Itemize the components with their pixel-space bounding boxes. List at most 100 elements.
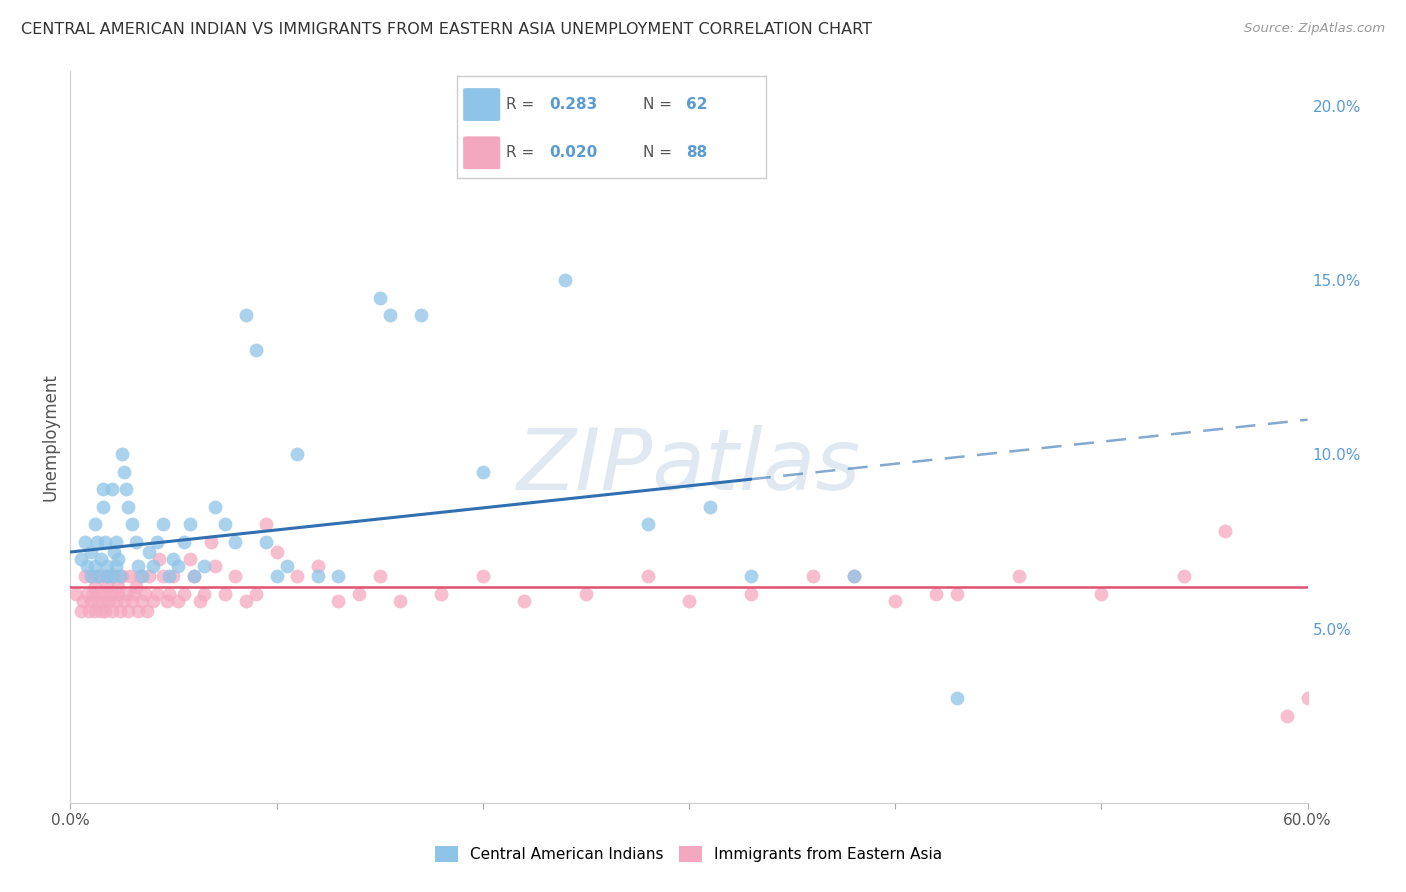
Point [84, 558, 107, 573]
Point [80, 569, 103, 583]
Point [347, 587, 370, 601]
Point [91, 594, 114, 608]
Point [146, 587, 169, 601]
Point [245, 343, 267, 357]
Point [84, 604, 107, 618]
Point [946, 587, 969, 601]
Point [162, 552, 184, 566]
Point [179, 552, 201, 566]
Point [148, 552, 170, 566]
Point [131, 594, 153, 608]
Point [245, 587, 267, 601]
Point [73, 534, 96, 549]
Point [103, 569, 125, 583]
Point [678, 594, 700, 608]
Point [224, 569, 246, 583]
Point [84, 517, 107, 532]
Point [100, 604, 122, 618]
Point [104, 558, 127, 573]
Point [183, 569, 205, 583]
Point [740, 569, 762, 583]
Point [554, 273, 576, 287]
Point [200, 534, 222, 549]
Point [842, 569, 865, 583]
Point [214, 517, 236, 532]
Point [166, 558, 188, 573]
Point [276, 558, 298, 573]
Point [179, 517, 201, 532]
Point [111, 569, 134, 583]
Text: N =: N = [643, 97, 676, 112]
Point [98, 594, 121, 608]
Point [699, 500, 721, 514]
Point [108, 569, 131, 583]
Point [107, 587, 129, 601]
Text: R =: R = [506, 145, 540, 161]
Text: Source: ZipAtlas.com: Source: ZipAtlas.com [1244, 22, 1385, 36]
Point [100, 569, 122, 583]
Point [173, 534, 195, 549]
Point [142, 558, 165, 573]
Point [65, 587, 87, 601]
Point [1090, 587, 1112, 601]
Point [946, 691, 969, 706]
Point [204, 558, 226, 573]
Point [89, 587, 111, 601]
Point [254, 534, 277, 549]
Point [86, 534, 108, 549]
Point [138, 569, 160, 583]
Point [96, 569, 118, 583]
Point [368, 569, 391, 583]
Point [76, 558, 98, 573]
Point [112, 594, 135, 608]
Point [127, 604, 149, 618]
Point [204, 500, 226, 514]
Legend: Central American Indians, Immigrants from Eastern Asia: Central American Indians, Immigrants fro… [429, 840, 949, 868]
Point [103, 545, 125, 559]
Point [1296, 691, 1319, 706]
Point [188, 594, 211, 608]
Text: 62: 62 [686, 97, 707, 112]
Point [90, 604, 112, 618]
Point [285, 448, 308, 462]
Text: 88: 88 [686, 145, 707, 161]
Point [740, 587, 762, 601]
Y-axis label: Unemployment: Unemployment [41, 373, 59, 501]
Point [925, 587, 948, 601]
Point [91, 483, 114, 497]
Point [637, 569, 659, 583]
Point [471, 569, 494, 583]
Point [121, 517, 143, 532]
Point [142, 594, 165, 608]
Point [96, 569, 118, 583]
Point [328, 594, 350, 608]
Point [129, 569, 152, 583]
Point [266, 569, 288, 583]
Point [80, 545, 103, 559]
Point [84, 580, 107, 594]
Point [224, 534, 246, 549]
Point [120, 569, 142, 583]
Point [884, 594, 907, 608]
Point [125, 534, 148, 549]
Point [115, 483, 138, 497]
Point [91, 500, 114, 514]
Point [107, 580, 129, 594]
Point [1275, 708, 1298, 723]
Point [131, 569, 153, 583]
Point [307, 569, 329, 583]
Point [69, 604, 91, 618]
Point [146, 534, 169, 549]
Point [96, 580, 118, 594]
Point [77, 604, 100, 618]
Point [328, 569, 350, 583]
Point [111, 448, 134, 462]
Point [104, 534, 127, 549]
Point [94, 587, 117, 601]
Point [72, 594, 94, 608]
Point [86, 594, 108, 608]
Point [125, 580, 148, 594]
Point [80, 569, 103, 583]
Point [127, 558, 149, 573]
Point [266, 545, 288, 559]
